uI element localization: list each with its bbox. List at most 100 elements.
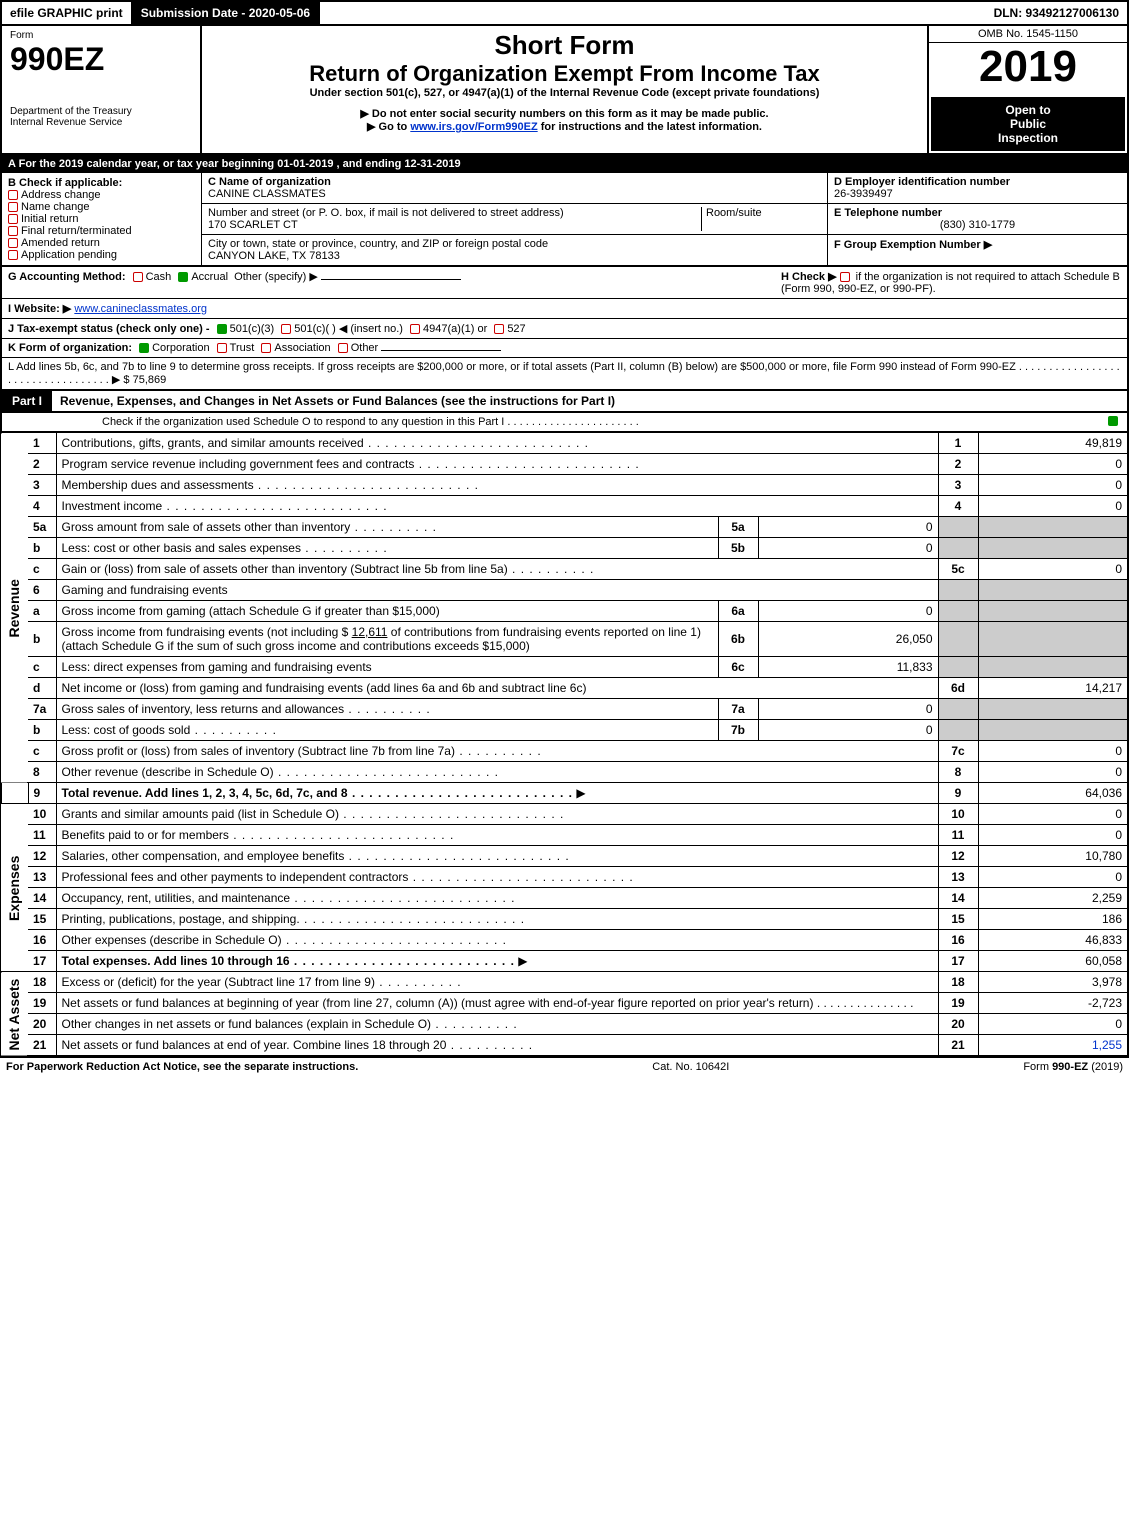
l6-num: 6: [28, 580, 56, 601]
l3-desc: Membership dues and assessments: [62, 478, 479, 492]
city-value: CANYON LAKE, TX 78133: [208, 250, 340, 262]
website-link[interactable]: www.canineclassmates.org: [74, 303, 207, 315]
k-assoc[interactable]: Association: [274, 342, 330, 354]
j-4947[interactable]: 4947(a)(1) or: [423, 323, 487, 335]
l16-rn: 16: [938, 930, 978, 951]
open-line1: Open to: [937, 103, 1119, 117]
l19-rn: 19: [938, 993, 978, 1014]
l15-rn: 15: [938, 909, 978, 930]
g-accrual[interactable]: Accrual: [191, 271, 228, 283]
header-right: OMB No. 1545-1150 2019 Open to Public In…: [927, 26, 1127, 153]
l7c-num: c: [28, 741, 56, 762]
part1-header: Part I Revenue, Expenses, and Changes in…: [0, 391, 1129, 413]
k-corp[interactable]: Corporation: [152, 342, 209, 354]
footer-left: For Paperwork Reduction Act Notice, see …: [6, 1061, 358, 1073]
l4-rn: 4: [938, 496, 978, 517]
l13-num: 13: [28, 867, 56, 888]
l9-num: 9: [28, 783, 56, 804]
l17-rn: 17: [938, 951, 978, 972]
l19-desc: Net assets or fund balances at beginning…: [62, 996, 814, 1010]
l12-rn: 12: [938, 846, 978, 867]
b-opt-amended[interactable]: Amended return: [8, 237, 195, 249]
sidelabel-netassets: Net Assets: [1, 972, 28, 1057]
title-return: Return of Organization Exempt From Incom…: [210, 61, 919, 87]
i-label: I Website: ▶: [8, 303, 71, 315]
line-k: K Form of organization: Corporation Trus…: [0, 339, 1129, 358]
submission-date: Submission Date - 2020-05-06: [133, 2, 320, 24]
c-label: C Name of organization: [208, 176, 331, 188]
open-to-public: Open to Public Inspection: [931, 97, 1125, 151]
l20-rv: 0: [978, 1014, 1128, 1035]
k-label: K Form of organization:: [8, 342, 132, 354]
l18-num: 18: [28, 972, 56, 993]
ein-value: 26-3939497: [834, 188, 893, 200]
l17-desc: Total expenses. Add lines 10 through 16: [62, 954, 515, 968]
irs-link[interactable]: www.irs.gov/Form990EZ: [410, 121, 537, 133]
l6b-sc: 6b: [718, 622, 758, 657]
j-501c3[interactable]: 501(c)(3): [230, 323, 275, 335]
section-def: D Employer identification number 26-3939…: [827, 173, 1127, 265]
g-cash[interactable]: Cash: [146, 271, 172, 283]
l6b-desc: Gross income from fundraising events (no…: [56, 622, 718, 657]
l7a-num: 7a: [28, 699, 56, 720]
b-opt-initial[interactable]: Initial return: [8, 213, 195, 225]
k-trust[interactable]: Trust: [230, 342, 255, 354]
form-header: Form 990EZ Department of the Treasury In…: [0, 26, 1129, 155]
form-word: Form: [10, 30, 192, 41]
l6c-desc: Less: direct expenses from gaming and fu…: [56, 657, 718, 678]
l2-rv: 0: [978, 454, 1128, 475]
l5a-sc: 5a: [718, 517, 758, 538]
footer-mid: Cat. No. 10642I: [358, 1061, 1023, 1073]
section-b-left: B Check if applicable: Address change Na…: [2, 173, 202, 265]
l7a-desc: Gross sales of inventory, less returns a…: [62, 702, 431, 716]
l21-rn: 21: [938, 1035, 978, 1057]
l7b-num: b: [28, 720, 56, 741]
l6d-rn: 6d: [938, 678, 978, 699]
line-j: J Tax-exempt status (check only one) - 5…: [0, 319, 1129, 339]
l16-rv: 46,833: [978, 930, 1128, 951]
b-opt-final[interactable]: Final return/terminated: [8, 225, 195, 237]
l15-rv: 186: [978, 909, 1128, 930]
j-527[interactable]: 527: [507, 323, 525, 335]
l9-rn: 9: [938, 783, 978, 804]
l-val: 75,869: [133, 374, 167, 386]
e-label: E Telephone number: [834, 207, 942, 219]
l9-desc: Total revenue. Add lines 1, 2, 3, 4, 5c,…: [62, 786, 573, 800]
l1-rn: 1: [938, 433, 978, 454]
l14-desc: Occupancy, rent, utilities, and maintena…: [62, 891, 516, 905]
l2-rn: 2: [938, 454, 978, 475]
j-501c[interactable]: 501(c)( ) ◀ (insert no.): [294, 323, 403, 335]
k-other[interactable]: Other: [351, 342, 379, 354]
b-opt-pending[interactable]: Application pending: [8, 249, 195, 261]
l5a-rn-grey: [938, 517, 978, 538]
l10-num: 10: [28, 804, 56, 825]
l5a-desc: Gross amount from sale of assets other t…: [62, 520, 438, 534]
l7a-sc: 7a: [718, 699, 758, 720]
l5b-num: b: [28, 538, 56, 559]
l6a-sc: 6a: [718, 601, 758, 622]
l15-num: 15: [28, 909, 56, 930]
l14-rn: 14: [938, 888, 978, 909]
line-a-text: For the 2019 calendar year, or tax year …: [19, 158, 461, 170]
g-other[interactable]: Other (specify) ▶: [234, 271, 318, 283]
line-h: H Check ▶ if the organization is not req…: [781, 270, 1121, 295]
l4-rv: 0: [978, 496, 1128, 517]
l19-num: 19: [28, 993, 56, 1014]
goto-post: for instructions and the latest informat…: [541, 121, 762, 133]
l5a-rv-grey: [978, 517, 1128, 538]
b-opt-address[interactable]: Address change: [8, 189, 195, 201]
l17-rv: 60,058: [978, 951, 1128, 972]
addr-value: 170 SCARLET CT: [208, 219, 298, 231]
open-line2: Public: [937, 117, 1119, 131]
b-opt-name[interactable]: Name change: [8, 201, 195, 213]
l7b-desc: Less: cost of goods sold: [62, 723, 277, 737]
l6c-sv: 11,833: [758, 657, 938, 678]
part1-checkbox[interactable]: [1108, 416, 1118, 426]
l1-rv: 49,819: [978, 433, 1128, 454]
l4-desc: Investment income: [62, 499, 388, 513]
efile-graphic-print[interactable]: efile GRAPHIC print: [2, 2, 133, 24]
l5b-desc: Less: cost or other basis and sales expe…: [62, 541, 388, 555]
l13-desc: Professional fees and other payments to …: [62, 870, 634, 884]
l12-rv: 10,780: [978, 846, 1128, 867]
l6d-num: d: [28, 678, 56, 699]
